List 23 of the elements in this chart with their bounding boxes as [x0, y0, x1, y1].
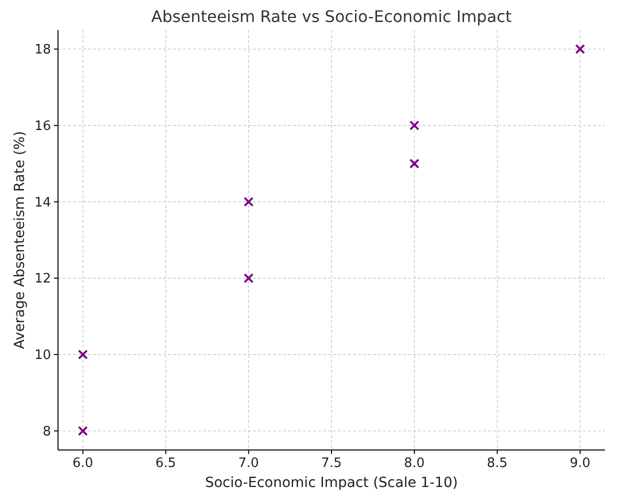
x-tick-label: 6.0: [72, 456, 94, 471]
x-tick-label: 6.5: [155, 456, 176, 471]
x-tick-label: 7.5: [321, 456, 342, 471]
y-axis-title: Average Absenteeism Rate (%): [12, 131, 28, 349]
point: [409, 120, 420, 130]
chart-title: Absenteeism Rate vs Socio-Economic Impact: [151, 7, 512, 26]
x-tick-label: 7.0: [238, 456, 259, 471]
y-tick-label: 8: [42, 424, 51, 440]
y-tick-label: 10: [34, 348, 51, 364]
point: [78, 350, 88, 360]
y-tick-label: 18: [34, 42, 51, 58]
x-tick-label: 9.0: [570, 456, 590, 471]
y-tick-label: 14: [34, 195, 51, 210]
point: [78, 426, 88, 436]
point: [244, 196, 254, 207]
x-axis-title: Socio-Economic Impact (Scale 1-10): [205, 475, 458, 491]
point: [409, 158, 420, 169]
point: [575, 44, 586, 54]
x-tick-label: 8.5: [486, 456, 508, 471]
y-tick-label: 16: [34, 118, 51, 134]
point: [244, 273, 254, 284]
y-tick-label: 12: [34, 272, 51, 287]
x-tick-label: 8.0: [404, 456, 425, 471]
